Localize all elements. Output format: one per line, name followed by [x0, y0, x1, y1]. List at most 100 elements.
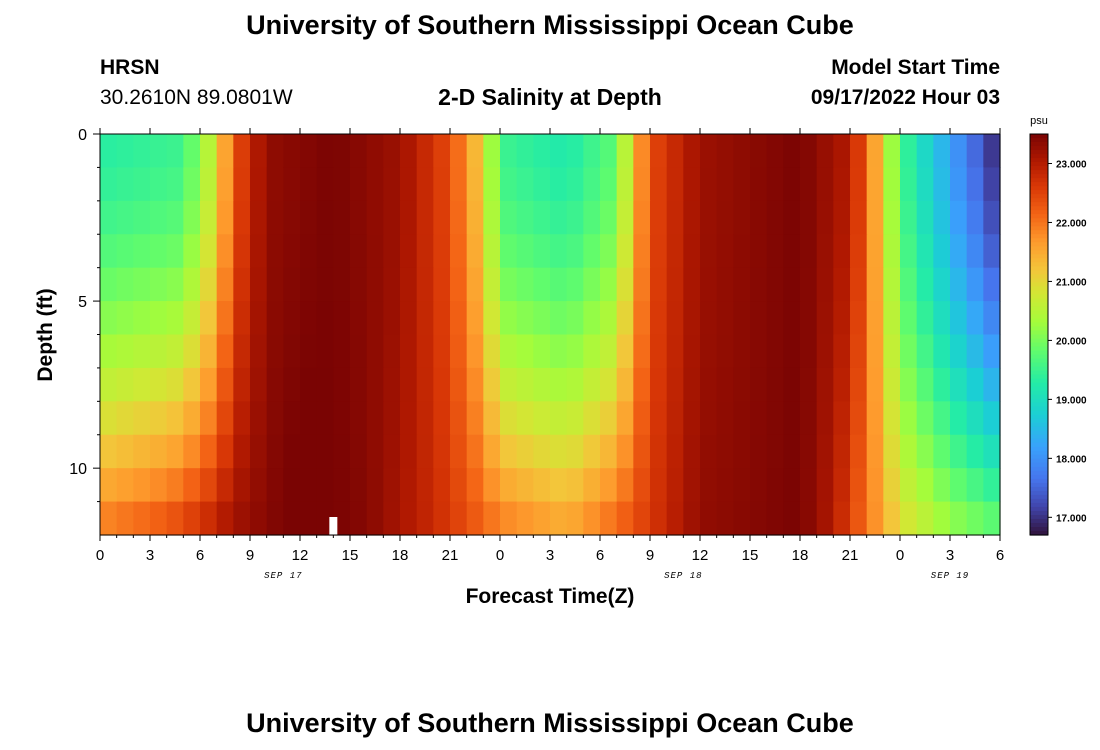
heatmap-cell — [666, 367, 684, 402]
heatmap-cell — [516, 234, 534, 269]
heatmap-cell — [183, 134, 201, 169]
heatmap-cell — [650, 434, 668, 469]
colorbar-segment — [1030, 390, 1048, 396]
heatmap-cell — [833, 367, 851, 402]
heatmap-cell — [500, 301, 518, 336]
heatmap-cell — [400, 334, 418, 369]
heatmap-cell — [816, 501, 834, 536]
colorbar-segment — [1030, 198, 1048, 203]
heatmap-cell — [883, 301, 901, 336]
heatmap-cell — [266, 167, 284, 202]
heatmap-cell — [116, 334, 134, 369]
heatmap-cell — [516, 501, 534, 536]
heatmap-cell — [833, 134, 851, 169]
heatmap-cell — [316, 301, 334, 336]
heatmap-cell — [183, 267, 201, 302]
heatmap-cell — [150, 234, 168, 269]
heatmap-cell — [450, 200, 468, 235]
heatmap-cell — [283, 334, 301, 369]
heatmap-cell — [316, 334, 334, 369]
heatmap-cell — [450, 167, 468, 202]
heatmap-cell — [816, 167, 834, 202]
heatmap-cell — [416, 267, 434, 302]
heatmap-cell — [666, 301, 684, 336]
heatmap-cell — [900, 234, 918, 269]
heatmap-cell — [950, 134, 968, 169]
x-tick-label: 15 — [342, 547, 359, 564]
model-start-value: 09/17/2022 Hour 03 — [810, 86, 1000, 109]
heatmap-cell — [100, 367, 118, 402]
heatmap-cell — [500, 200, 518, 235]
heatmap-cell — [933, 267, 951, 302]
heatmap-cell — [850, 468, 868, 503]
heatmap-cell — [816, 434, 834, 469]
heatmap-cell — [633, 301, 651, 336]
heatmap-cell — [333, 334, 351, 369]
heatmap-cell — [216, 301, 234, 336]
colorbar-frame — [1029, 133, 1049, 536]
colorbar-segment — [1030, 486, 1048, 492]
heatmap-cell — [800, 401, 818, 436]
heatmap-cell — [200, 434, 218, 469]
heatmap-cell — [916, 401, 934, 436]
heatmap-cell — [666, 200, 684, 235]
heatmap-cell — [900, 267, 918, 302]
colorbar-segment — [1030, 178, 1048, 183]
heatmap-cell — [400, 200, 418, 235]
colorbar-tick-label: 22.000 — [1056, 218, 1087, 229]
heatmap-cell — [766, 434, 784, 469]
heatmap-cell — [383, 301, 401, 336]
heatmap-cell — [950, 167, 968, 202]
colorbar-segment — [1030, 230, 1048, 235]
y-tick-label: 10 — [69, 461, 87, 478]
heatmap-cell — [333, 501, 351, 536]
heatmap-cell — [400, 367, 418, 402]
heatmap-cell — [866, 468, 884, 503]
heatmap-cell — [800, 134, 818, 169]
heatmap-cell — [550, 167, 568, 202]
heatmap-cell — [100, 334, 118, 369]
heatmap-cell — [400, 234, 418, 269]
heatmap-cell — [366, 501, 384, 536]
heatmap-cell — [266, 401, 284, 436]
heatmap-cell — [750, 501, 768, 536]
colorbar-segment — [1030, 186, 1048, 191]
colorbar-segment — [1030, 406, 1048, 412]
heatmap-cell — [533, 200, 551, 235]
heatmap-cell — [183, 434, 201, 469]
date-label: SEP 19 — [931, 571, 969, 581]
heatmap-cell — [716, 468, 734, 503]
heatmap-cell — [666, 234, 684, 269]
heatmap-cell — [833, 267, 851, 302]
heatmap-cell — [433, 401, 451, 436]
heatmap-cell — [650, 234, 668, 269]
heatmap-cell — [233, 267, 251, 302]
x-tick-label: 15 — [742, 547, 759, 564]
colorbar-segment — [1030, 266, 1048, 271]
heatmap-cell — [100, 468, 118, 503]
heatmap-cell — [300, 434, 318, 469]
heatmap-cell — [366, 267, 384, 302]
heatmap-cell — [716, 134, 734, 169]
heatmap-cell — [433, 134, 451, 169]
heatmap-cell — [750, 301, 768, 336]
colorbar-segment — [1030, 386, 1048, 392]
heatmap-cell — [166, 468, 184, 503]
heatmap-cell — [600, 267, 618, 302]
heatmap-cell — [483, 134, 501, 169]
heatmap-cell — [300, 267, 318, 302]
colorbar-segment — [1030, 262, 1048, 267]
heatmap-cell — [916, 200, 934, 235]
heatmap-cell — [850, 267, 868, 302]
heatmap-cell — [216, 468, 234, 503]
heatmap-cell — [500, 434, 518, 469]
heatmap-cell — [616, 234, 634, 269]
heatmap-cell — [183, 234, 201, 269]
heatmap-cell — [850, 334, 868, 369]
heatmap-cell — [166, 434, 184, 469]
colorbar-segment — [1030, 514, 1048, 520]
heatmap-cell — [633, 434, 651, 469]
colorbar-tick-label: 20.000 — [1056, 336, 1087, 347]
heatmap-cell — [900, 167, 918, 202]
heatmap-cell — [500, 501, 518, 536]
